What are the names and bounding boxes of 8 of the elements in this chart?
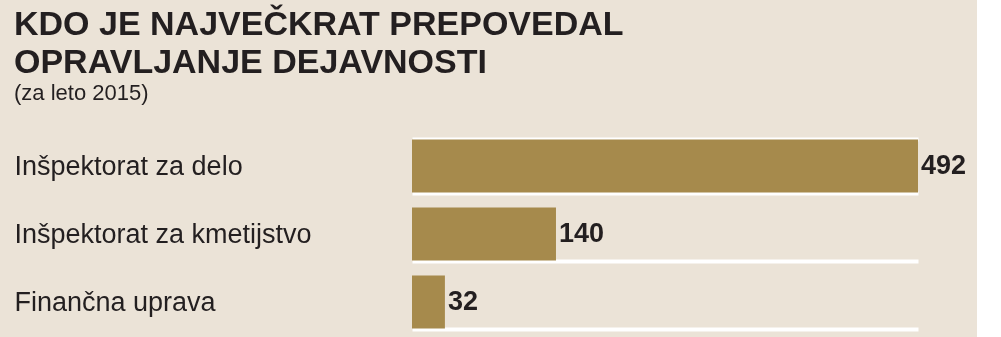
data-label: 32: [447, 286, 478, 316]
y-tick-label: Inšpektorat za kmetijstvo: [14, 218, 312, 249]
chart-title: KDO JE NAJVEČKRAT PREPOVEDAL OPRAVLJANJE DEJAVNOSTI: [14, 4, 624, 80]
data-label: 492: [921, 150, 967, 180]
y-tick-label: Finančna uprava: [14, 286, 217, 317]
y-tick-label: Inšpektorat za delo: [14, 150, 243, 181]
data-label: 140: [558, 218, 605, 248]
text: (za leto 2015): [14, 80, 149, 105]
